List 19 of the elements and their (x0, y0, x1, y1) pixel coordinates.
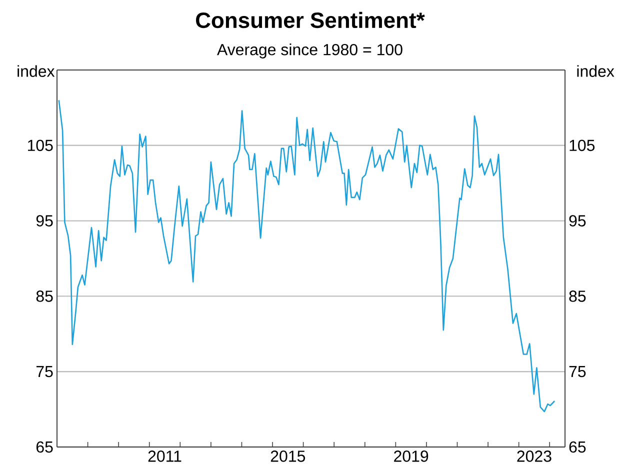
x-tick-label: 2015 (270, 450, 306, 462)
y-tick-label: 105 (28, 140, 53, 152)
y2-tick-label: 95 (569, 215, 586, 226)
x-tick-label: 2011 (148, 450, 182, 462)
y2-axis-title: index (577, 65, 614, 77)
chart-title: Consumer Sentiment* (196, 12, 425, 28)
x-tick-label: 2019 (394, 450, 428, 462)
x-tick-label: 2023 (517, 450, 552, 462)
y-axis-title: index (18, 65, 55, 77)
y-tick-label: 75 (36, 366, 53, 378)
y2-tick-label: 85 (569, 290, 586, 302)
y2-tick-label: 65 (569, 441, 586, 453)
chart-subtitle: Average since 1980 = 100 (217, 44, 402, 58)
y2-tick-label: 75 (569, 366, 586, 378)
y-tick-label: 85 (36, 290, 53, 302)
y-tick-label: 65 (36, 441, 53, 453)
y2-tick-label: 105 (570, 140, 595, 152)
y-tick-label: 95 (36, 215, 53, 226)
line-series (58, 100, 556, 412)
